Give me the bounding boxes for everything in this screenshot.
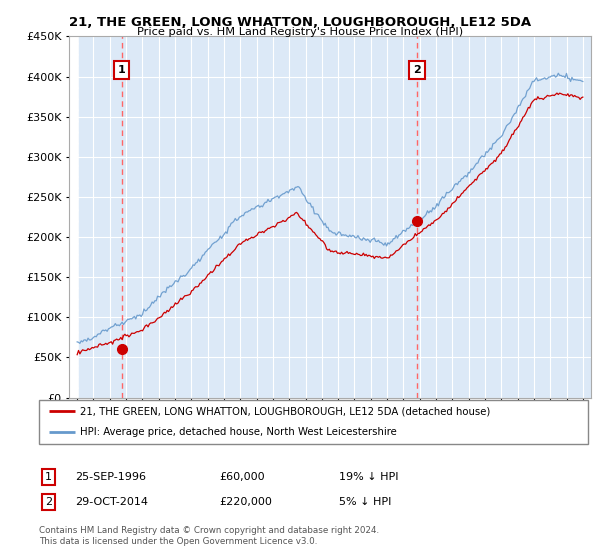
Text: HPI: Average price, detached house, North West Leicestershire: HPI: Average price, detached house, Nort… — [80, 427, 397, 437]
Text: 21, THE GREEN, LONG WHATTON, LOUGHBOROUGH, LE12 5DA: 21, THE GREEN, LONG WHATTON, LOUGHBOROUG… — [69, 16, 531, 29]
Text: 21, THE GREEN, LONG WHATTON, LOUGHBOROUGH, LE12 5DA (detached house): 21, THE GREEN, LONG WHATTON, LOUGHBOROUG… — [80, 406, 491, 416]
Text: 29-OCT-2014: 29-OCT-2014 — [75, 497, 148, 507]
Text: 2: 2 — [413, 64, 421, 74]
Text: 1: 1 — [45, 472, 52, 482]
Text: 5% ↓ HPI: 5% ↓ HPI — [339, 497, 391, 507]
Text: £60,000: £60,000 — [219, 472, 265, 482]
Text: 2: 2 — [45, 497, 52, 507]
Text: Contains HM Land Registry data © Crown copyright and database right 2024.
This d: Contains HM Land Registry data © Crown c… — [39, 526, 379, 546]
Bar — [69, 36, 79, 398]
Text: 1: 1 — [118, 64, 125, 74]
FancyBboxPatch shape — [39, 400, 588, 444]
Text: 19% ↓ HPI: 19% ↓ HPI — [339, 472, 398, 482]
Text: £220,000: £220,000 — [219, 497, 272, 507]
Text: 25-SEP-1996: 25-SEP-1996 — [75, 472, 146, 482]
Text: Price paid vs. HM Land Registry's House Price Index (HPI): Price paid vs. HM Land Registry's House … — [137, 27, 463, 37]
